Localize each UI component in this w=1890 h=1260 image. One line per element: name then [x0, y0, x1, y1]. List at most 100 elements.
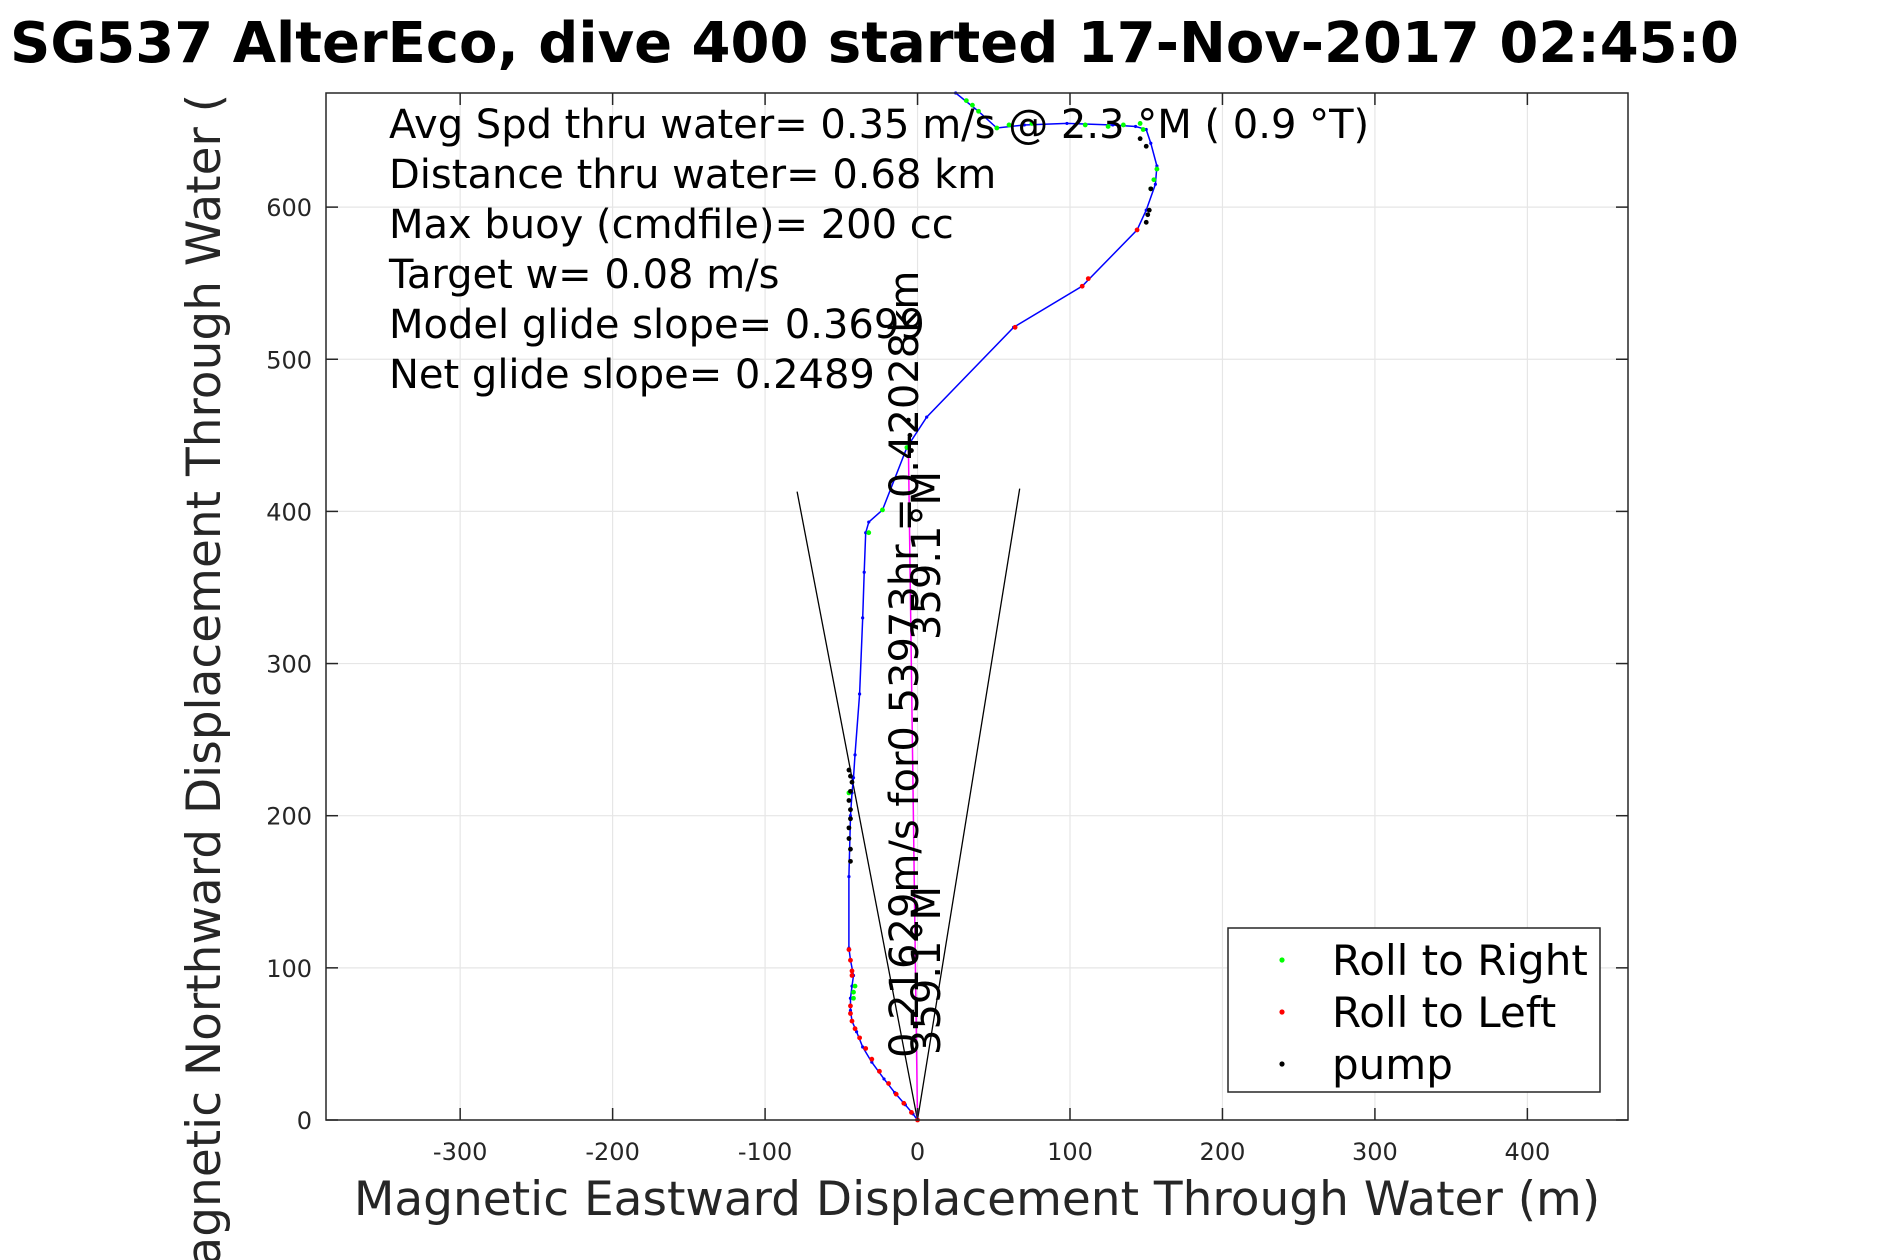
pump-point: [848, 773, 853, 779]
roll-to-right-point: [852, 983, 858, 989]
rotated-label: 359.1°M: [904, 886, 950, 1055]
roll-to-left-point: [852, 1026, 858, 1032]
roll-to-left-point: [877, 1068, 882, 1074]
track-point: [847, 874, 851, 879]
track-point: [858, 692, 862, 696]
y-axis-label: Magnetic Northward Displacement Through …: [177, 94, 232, 1260]
x-tick-label: 300: [1352, 1138, 1398, 1166]
stats-annotations: Avg Spd thru water= 0.35 m/s @ 2.3 °M ( …: [388, 102, 1369, 398]
track-point: [867, 520, 871, 524]
rotated-label: 359.1°M: [904, 471, 950, 640]
roll-to-right-point: [976, 108, 981, 114]
roll-to-left-point: [869, 1056, 875, 1062]
track-point: [925, 415, 929, 419]
rotated-label: 0.21629m/s for0.53973hr =0.42028km: [882, 271, 928, 1058]
y-tick-label: 600: [266, 194, 312, 222]
track-point: [1065, 121, 1069, 126]
roll-to-left-point: [893, 1091, 899, 1097]
pump-point: [846, 836, 852, 841]
roll-to-right-point: [851, 995, 856, 1001]
rotated-labels: 0.21629m/s for0.53973hr =0.42028km359.1°…: [882, 271, 950, 1058]
marker-layer: [846, 91, 1160, 1123]
stats-annotation: Distance thru water= 0.68 km: [389, 152, 996, 198]
roll-to-right-point: [1140, 127, 1146, 132]
stats-annotation: Model glide slope= 0.3699: [389, 302, 925, 348]
roll-to-right-point: [1151, 177, 1157, 183]
roll-to-left-point: [1079, 283, 1085, 289]
legend-box: [1227, 927, 1601, 1093]
x-tick-label: -200: [585, 1138, 639, 1166]
legend-entry: pump: [1332, 1040, 1453, 1089]
x-tick-label: 200: [1200, 1138, 1246, 1166]
x-tick-label: -100: [738, 1138, 792, 1166]
stats-annotation: Max buoy (cmdfile)= 200 cc: [389, 202, 954, 248]
x-tick-label: 400: [1504, 1138, 1550, 1166]
roll-to-right-point: [866, 530, 872, 536]
pump-point: [849, 779, 855, 785]
track-point: [861, 616, 865, 620]
roll-to-left-point: [857, 1035, 863, 1041]
roll-to-left-point: [1012, 324, 1018, 330]
y-tick-label: 300: [266, 651, 312, 679]
roll-to-right-point: [1105, 124, 1111, 129]
roll-to-left-point: [849, 973, 855, 978]
pump-point: [1143, 143, 1149, 149]
tick-layer: -300 -200 -100 0 100 200 300 400 0 100 200 300 400 50…: [266, 93, 1628, 1166]
pump-point: [909, 448, 914, 453]
track-point: [1111, 123, 1115, 127]
track-point: [853, 753, 857, 757]
track-point: [862, 570, 866, 574]
track-point: [1133, 124, 1138, 129]
roll-to-right-point: [1029, 121, 1035, 126]
pump-point: [848, 858, 853, 864]
stats-annotation: Net glide slope= 0.2489: [389, 352, 875, 398]
plot-frame: [325, 92, 1629, 1121]
legend-entry: Roll to Left: [1332, 988, 1556, 1037]
roll-to-right-point: [904, 445, 910, 450]
heading-line: [907, 447, 919, 1121]
roll-to-left-point: [848, 1011, 853, 1016]
roll-to-left-point: [886, 1081, 891, 1086]
roll-to-left-point: [909, 1109, 914, 1115]
pump-point: [846, 798, 852, 803]
track-point: [1022, 123, 1026, 127]
x-tick-label: 100: [1047, 1138, 1093, 1166]
pump-point: [1137, 136, 1143, 142]
x-tick-label: 0: [910, 1138, 925, 1166]
y-tick-label: 500: [266, 346, 312, 374]
roll-to-right-point: [963, 98, 969, 104]
track-point: [1149, 141, 1153, 145]
pump-point: [1146, 207, 1152, 213]
y-tick-label: 200: [266, 803, 312, 831]
roll-to-left-point: [1085, 276, 1091, 282]
pump-point: [905, 417, 911, 423]
y-tick-label: 100: [266, 955, 312, 983]
y-tick-label: 400: [266, 498, 312, 526]
roll-to-right-point: [851, 989, 856, 995]
legend-marker: [1279, 957, 1285, 963]
stats-annotation: Target w= 0.08 m/s: [388, 252, 779, 298]
roll-to-right-point: [880, 507, 885, 513]
pump-point: [846, 767, 852, 773]
roll-to-right-point: [994, 125, 1000, 131]
pump-point: [846, 825, 852, 831]
pump-point: [848, 807, 853, 813]
roll-to-right-point: [1137, 121, 1143, 126]
pump-point: [907, 432, 913, 438]
roll-to-right-point: [1154, 166, 1160, 172]
roll-to-left-point: [846, 947, 852, 952]
roll-to-right-point: [1082, 122, 1088, 128]
roll-to-right-point: [1120, 122, 1126, 128]
chart-title: SG537 AlterEco, dive 400 started 17-Nov-…: [10, 11, 1739, 76]
roll-to-left-point: [863, 1046, 869, 1051]
roll-to-left-point: [1134, 227, 1140, 233]
pump-point: [1145, 212, 1151, 218]
track-point: [882, 1077, 886, 1081]
roll-to-right-point: [970, 102, 975, 108]
roll-to-left-point: [849, 968, 855, 974]
roll-to-left-point: [849, 1018, 855, 1024]
track-point: [1153, 182, 1157, 186]
x-tick-label: -300: [433, 1138, 487, 1166]
